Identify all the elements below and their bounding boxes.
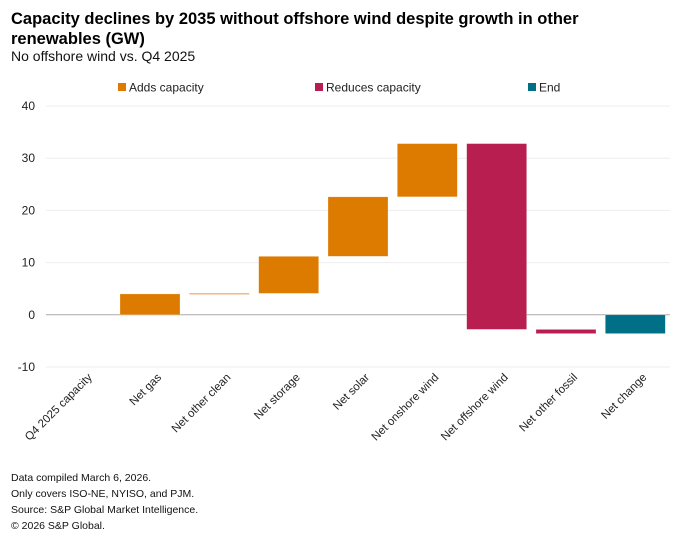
y-tick-label: 40 — [22, 99, 36, 113]
y-tick-label: 0 — [28, 308, 35, 322]
x-tick-label: Net storage — [252, 372, 303, 423]
y-tick-label: 10 — [22, 256, 36, 270]
bar-net-other-clean — [189, 293, 250, 295]
legend-swatch-reduce — [315, 83, 323, 91]
legend-label-reduce: Reduces capacity — [326, 81, 421, 95]
x-tick-label: Net solar — [331, 372, 372, 413]
bar-net-storage — [258, 256, 319, 294]
y-tick-label: 20 — [22, 203, 36, 217]
bar-net-onshore-wind — [397, 143, 458, 198]
legend-swatch-add — [118, 83, 126, 91]
chart-subtitle: No offshore wind vs. Q4 2025 — [11, 48, 196, 64]
footnote: Data compiled March 6, 2026. — [11, 472, 152, 484]
x-tick-label: Net onshore wind — [370, 372, 442, 444]
chart-title: Capacity declines by 2035 without offsho… — [11, 10, 579, 48]
footnotes: Data compiled March 6, 2026. Only covers… — [11, 470, 198, 534]
footnote: © 2026 S&P Global. — [11, 520, 105, 532]
footnote: Only covers ISO-NE, NYISO, and PJM. — [11, 488, 195, 500]
x-tick-label: Net other fossil — [517, 372, 580, 435]
legend-label-add: Adds capacity — [129, 81, 204, 95]
x-tick-label: Q4 2025 capacity — [23, 371, 95, 443]
y-tick-label: 30 — [22, 151, 36, 165]
bar-net-change — [605, 314, 666, 334]
legend-label-end: End — [539, 81, 560, 95]
x-tick-label: Net other clean — [170, 372, 234, 436]
x-tick-label: Net gas — [128, 371, 165, 408]
x-tick-label: Net offshore wind — [439, 372, 511, 444]
y-tick-label: -10 — [18, 360, 36, 374]
legend-swatch-end — [528, 83, 536, 91]
x-tick-label: Net change — [599, 372, 649, 422]
bar-net-gas — [119, 293, 181, 316]
bar-net-other-fossil — [535, 329, 597, 334]
bar-net-solar — [327, 196, 389, 257]
footnote: Source: S&P Global Market Intelligence. — [11, 504, 199, 516]
bar-net-offshore-wind — [466, 143, 527, 330]
